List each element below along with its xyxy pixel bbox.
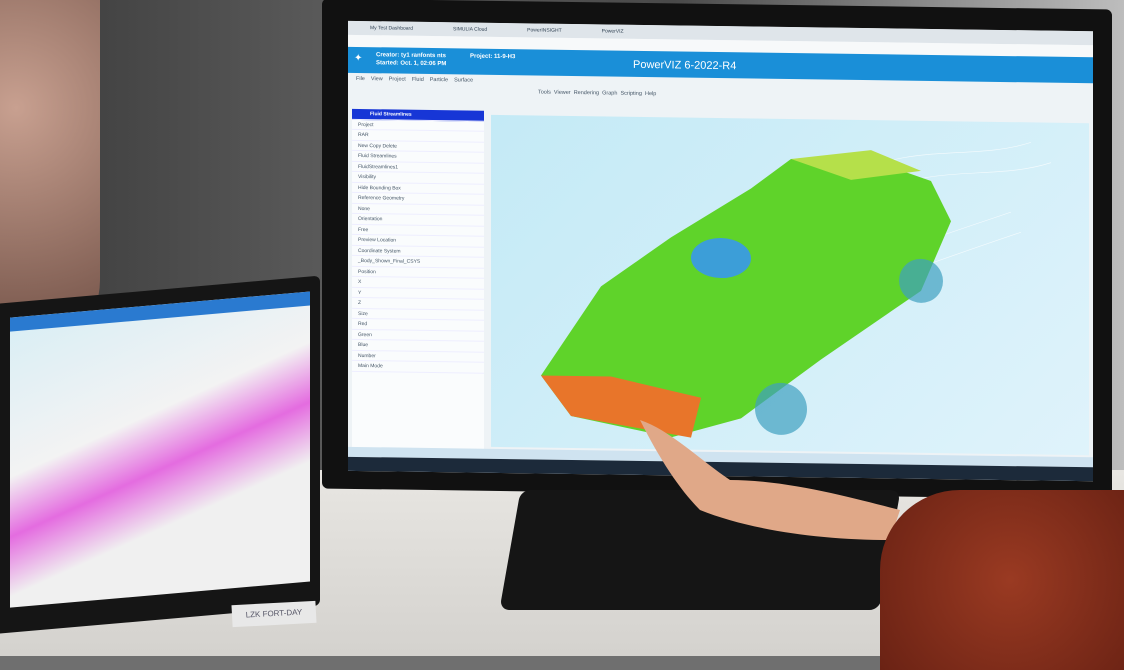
laptop <box>0 275 320 635</box>
menu-item[interactable]: Project <box>388 76 406 83</box>
started: Started: Oct. 1, 02:06 PM <box>376 60 447 68</box>
panel-row[interactable]: Main Mode <box>352 360 484 374</box>
sweater-sleeve <box>880 490 1124 670</box>
menu-item[interactable]: Surface <box>454 77 474 84</box>
browser-tab[interactable]: SIMULIA Cloud <box>452 26 488 33</box>
car-simulation-render <box>541 142 1052 438</box>
browser-tab[interactable]: PowerINSIGHT <box>527 27 562 34</box>
menu-item[interactable]: View <box>370 76 383 83</box>
laptop-screen <box>10 291 310 608</box>
wheel <box>755 382 807 435</box>
ribbon-tab[interactable]: Scripting <box>620 90 642 97</box>
rear-wing <box>791 150 921 180</box>
properties-panel: Fluid Streamlines Project RAR New Copy Del… <box>352 108 484 451</box>
laptop-sticker: LZK FORT-DAY <box>231 600 317 628</box>
ribbon-tab[interactable]: Rendering <box>573 89 600 97</box>
wheel <box>899 258 943 303</box>
car-nose <box>541 375 701 438</box>
menu-item[interactable]: Particle <box>429 76 449 84</box>
app-title: PowerVIZ 6-2022-R4 <box>633 58 737 73</box>
car-body <box>541 159 951 438</box>
project: Project: 11-9-H3 <box>470 53 516 61</box>
screen: My Test Dashboard SIMULIA Cloud PowerINS… <box>348 20 1093 482</box>
ribbon-tab[interactable]: Tools <box>538 89 551 96</box>
ribbon-tab[interactable]: Help <box>644 90 657 98</box>
cockpit <box>691 238 751 279</box>
browser-tab[interactable]: PowerVIZ <box>601 28 624 35</box>
3d-viewport[interactable] <box>491 114 1089 456</box>
menu-item[interactable]: Fluid <box>411 76 424 83</box>
monitor: My Test Dashboard SIMULIA Cloud PowerINS… <box>322 0 1112 500</box>
browser-tab[interactable]: My Test Dashboard <box>370 25 413 32</box>
app-logo-icon: ✦ <box>354 52 363 65</box>
ribbon-tab[interactable]: Viewer <box>553 89 571 96</box>
ribbon-tab[interactable]: Graph <box>602 90 618 97</box>
pointing-hand <box>640 420 900 540</box>
menu-item[interactable]: File <box>356 75 365 83</box>
